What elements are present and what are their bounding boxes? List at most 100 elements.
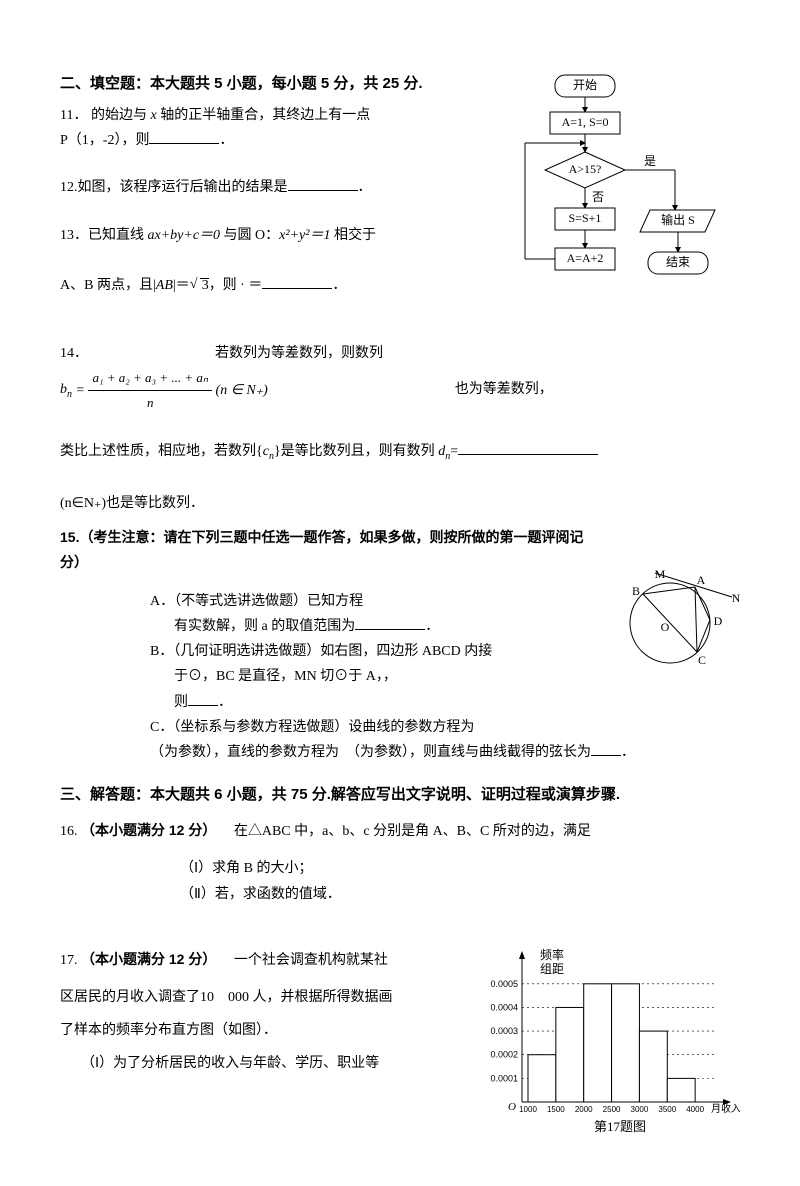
q14-blank (458, 440, 598, 455)
q15-c1: C．（坐标系与参数方程选做题）设曲线的参数方程为 (150, 720, 474, 735)
svg-text:0.0004: 0.0004 (490, 1002, 518, 1012)
q11-text1: 的始边与 (91, 108, 147, 123)
q15-a-blank (355, 615, 425, 630)
q15-c-blank (591, 741, 621, 756)
q16-head: （本小题满分 12 分） (81, 822, 216, 838)
q14-frac-num: a₁ + a₂ + a₃ + ... + aₙ (88, 366, 212, 390)
svg-text:3000: 3000 (631, 1105, 649, 1114)
flowchart-figure: 开始 A=1, S=0 A>15? 是 输出 S 结束 否 S=S+1 (500, 70, 740, 329)
circle-d: D (714, 613, 723, 627)
histogram-figure: 频率组距 0.0001 0.0002 0.0003 0.0004 0.0005 1000 15… (480, 947, 740, 1146)
q16-text: 在△ABC 中，a、b、c 分别是角 A、B、C 所对的边，满足 (220, 824, 591, 839)
q11-xaxis: x (147, 108, 160, 123)
q11-blank (149, 129, 219, 144)
q11-text2: 轴的正半轴重合，其终边上有一点 (160, 108, 370, 123)
svg-text:0.0005: 0.0005 (490, 979, 518, 989)
q14-line4: (n∈N₊)也是等比数列． (60, 496, 204, 511)
section3-title: 三、解答题：本大题共 6 小题，共 75 分.解答应写出文字说明、证明过程或演算… (60, 781, 740, 808)
q14-line3c: = (450, 444, 458, 459)
svg-text:0.0001: 0.0001 (490, 1073, 518, 1083)
q14: 14． 若数列为等差数列，则数列 bn = a₁ + a₂ + a₃ + ...… (60, 341, 740, 516)
flowchart-start: 开始 (573, 78, 597, 92)
q14-bn: bn (60, 377, 72, 404)
svg-text:2000: 2000 (575, 1105, 593, 1114)
q15-b-blank (188, 691, 218, 706)
q16: 16. （本小题满分 12 分） 在△ABC 中，a、b、c 分别是角 A、B、… (60, 818, 740, 844)
q13-text1: 已知直线 (88, 228, 144, 243)
q16-num: 16. (60, 824, 78, 839)
flowchart-cond: A>15? (569, 162, 602, 176)
circle-o: O (661, 619, 670, 633)
q14-frac-den: n (88, 391, 212, 414)
q17-num: 17. (60, 953, 78, 968)
svg-text:频率: 频率 (540, 947, 564, 962)
q11-period: ． (219, 133, 233, 148)
q13-eq1: ax+by+c＝0 (144, 228, 224, 243)
flowchart-step2: A=A+2 (567, 251, 604, 265)
q13-eq2: x²+y²＝1 (279, 228, 334, 243)
flowchart-init: A=1, S=0 (562, 115, 609, 129)
q13-line2b: |＝ (173, 278, 190, 293)
svg-text:4000: 4000 (686, 1105, 704, 1114)
q14-line3b: }是等比数列且，则有数列 (274, 444, 438, 459)
q13-period: ． (332, 278, 346, 293)
q15-ap: ． (425, 619, 439, 634)
flowchart-yes: 是 (644, 154, 656, 168)
circle-figure: M A N B D C O (610, 565, 740, 684)
q15-c2: （为参数），直线的参数方程为 （为参数），则直线与曲线截得的弦长为 (150, 745, 591, 760)
circle-a: A (697, 572, 706, 586)
q14-num: 14． (60, 346, 88, 361)
q15-bp: ． (218, 695, 232, 710)
q15-a1: A．（不等式选讲选做题）已知方程 (150, 594, 363, 609)
q13-sqrt: 3 (200, 278, 209, 293)
flowchart-step1: S=S+1 (569, 211, 602, 225)
svg-text:组距: 组距 (540, 962, 564, 976)
circle-b: B (632, 583, 640, 597)
q14-frac: a₁ + a₂ + a₃ + ... + aₙ n (88, 366, 212, 414)
q13-line2c: ，则 · ＝ (209, 278, 263, 293)
q14-line3a: 类比上述性质，相应地，若数列{ (60, 444, 263, 459)
circle-n: N (732, 590, 740, 604)
q15-a2: 有实数解，则 a 的取值范围为 (174, 619, 355, 634)
q14-dn: dn (438, 444, 450, 459)
q11-num: 11． (60, 108, 87, 123)
q15-b3: 则 (174, 695, 188, 710)
q14-cond: (n ∈ N₊) (216, 378, 268, 403)
q13-text3: 相交于 (334, 228, 376, 243)
q14-text2: 也为等差数列， (455, 382, 553, 397)
svg-text:3500: 3500 (658, 1105, 676, 1114)
q16-p1: （Ⅰ）求角 B 的大小； (60, 856, 740, 881)
svg-text:O: O (508, 1101, 516, 1113)
q17-head: （本小题满分 12 分） (81, 951, 216, 967)
q14-cn: cn (263, 444, 274, 459)
svg-text:1000: 1000 (519, 1105, 537, 1114)
q15-c: C．（坐标系与参数方程选做题）设曲线的参数方程为 （为参数），直线的参数方程为 … (60, 715, 740, 765)
q15-cp: ． (621, 745, 635, 760)
q12-text: 如图，该程序运行后输出的结果是 (78, 180, 288, 195)
flowchart-end: 结束 (666, 255, 690, 269)
q12-blank (288, 176, 358, 191)
q13-num: 13． (60, 228, 88, 243)
flowchart-no: 否 (592, 190, 604, 204)
circle-m: M (655, 566, 666, 580)
q13-ab: AB (156, 278, 173, 293)
q14-text1: 若数列为等差数列，则数列 (215, 346, 383, 361)
q13-text2: 与圆 O： (224, 228, 280, 243)
q12-period: ． (358, 180, 372, 195)
q13-blank (262, 274, 332, 289)
flowchart-out: 输出 S (661, 212, 695, 227)
svg-text:月收入(元): 月收入(元) (711, 1102, 740, 1115)
svg-text:1500: 1500 (547, 1105, 565, 1114)
q15-b1: B．（几何证明选讲选做题）如右图，四边形 ABCD 内接 (150, 644, 492, 659)
q12-num: 12. (60, 180, 78, 195)
q13-line2a: A、B 两点，且| (60, 278, 156, 293)
svg-text:2500: 2500 (603, 1105, 621, 1114)
q11-line2: P（1，-2），则 (60, 133, 149, 148)
circle-c: C (698, 652, 706, 666)
q15-b2: 于⊙，BC 是直径，MN 切⊙于 A，， (174, 669, 397, 684)
svg-text:0.0002: 0.0002 (490, 1049, 518, 1059)
svg-text:0.0003: 0.0003 (490, 1026, 518, 1036)
q14-eq: = (76, 378, 85, 403)
q17-text1: 一个社会调查机构就某社 (220, 953, 388, 968)
q16-p2: （Ⅱ）若，求函数的值域． (60, 882, 740, 907)
